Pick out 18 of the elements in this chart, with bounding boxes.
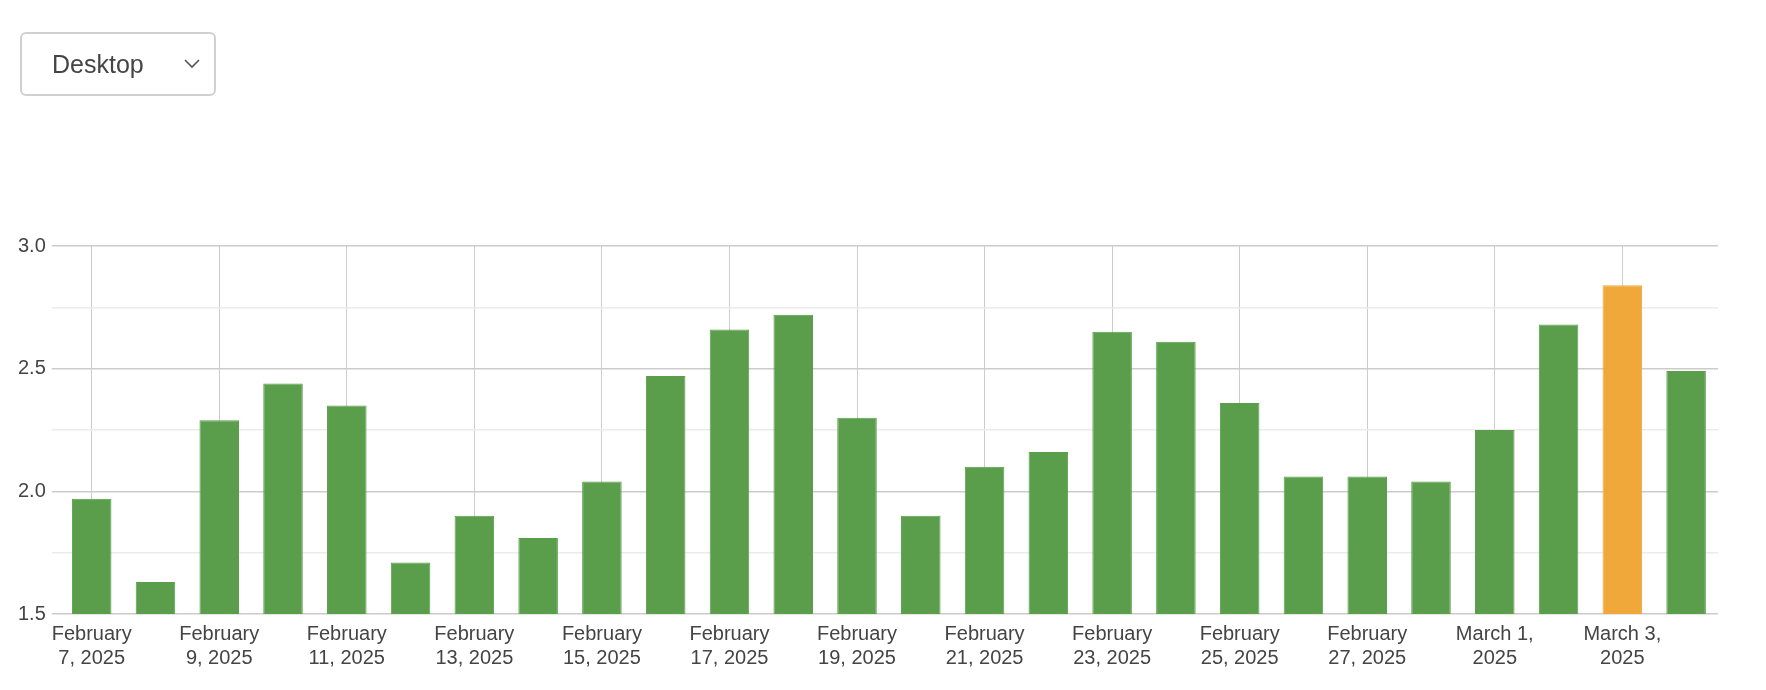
x-tick-label: February 13, 2025 (434, 621, 515, 668)
x-tick-label: March 1, 2025 (1455, 621, 1534, 668)
x-tick-label: February 15, 2025 (561, 621, 642, 668)
x-tick-label: February 25, 2025 (1199, 621, 1280, 668)
x-tick-label: February 17, 2025 (689, 621, 770, 668)
x-tick-label: February 23, 2025 (1072, 621, 1153, 668)
y-tick-label: 3.0 (17, 233, 46, 256)
dropdown-field: Desktop (20, 32, 216, 96)
y-tick-label: 1.5 (17, 601, 46, 624)
x-tick-label: March 3, 2025 (1583, 621, 1662, 668)
x-tick-label: February 9, 2025 (179, 621, 260, 668)
y-tick-label: 2.5 (17, 356, 46, 379)
y-tick-label: 2.0 (17, 478, 46, 501)
x-tick-label: February 21, 2025 (944, 621, 1025, 668)
x-tick-label: February 27, 2025 (1327, 621, 1408, 668)
x-tick-label: February 11, 2025 (306, 621, 387, 668)
x-tick-label: February 7, 2025 (51, 621, 132, 668)
x-tick-label: February 19, 2025 (817, 621, 898, 668)
